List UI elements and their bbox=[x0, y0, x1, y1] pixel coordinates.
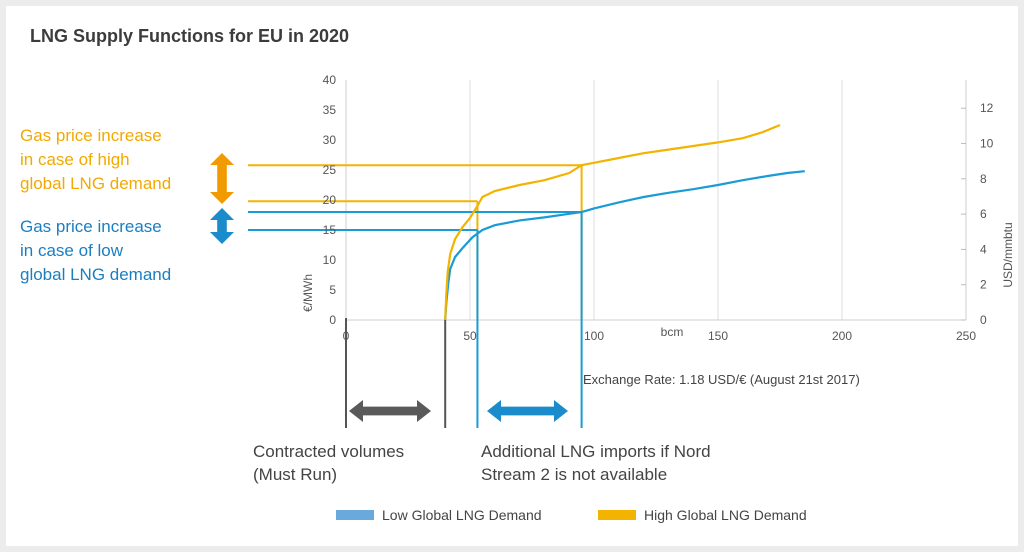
y-tick-label: 10 bbox=[323, 253, 337, 267]
y-tick-label: 5 bbox=[329, 283, 336, 297]
low-note-line-3: global LNG demand bbox=[20, 265, 172, 284]
y2-tick-label: 0 bbox=[980, 313, 987, 327]
reference-lines bbox=[248, 164, 583, 428]
y-tick-label: 0 bbox=[329, 313, 336, 327]
high-note-line-2: in case of high bbox=[20, 150, 130, 169]
series-line-low bbox=[444, 170, 805, 321]
high-note-line-1: Gas price increase bbox=[20, 126, 162, 145]
x-tick-label: 250 bbox=[956, 329, 976, 343]
additional-line-2: Stream 2 is not available bbox=[481, 465, 668, 484]
y2-tick-label: 8 bbox=[980, 172, 987, 186]
legend-label-high: High Global LNG Demand bbox=[644, 507, 807, 523]
low-note-line-1: Gas price increase bbox=[20, 217, 162, 236]
x-axis-title: bcm bbox=[661, 325, 684, 339]
y-tick-label: 15 bbox=[323, 223, 337, 237]
y-tick-label: 30 bbox=[323, 133, 337, 147]
legend-label-low: Low Global LNG Demand bbox=[382, 507, 542, 523]
legend-item-high: High Global LNG Demand bbox=[598, 507, 807, 523]
high-demand-side-note: Gas price increase in case of high globa… bbox=[20, 124, 171, 196]
y-tick-label: 40 bbox=[323, 73, 337, 87]
high-price-increase-arrow bbox=[210, 153, 234, 204]
y2-tick-label: 10 bbox=[980, 137, 994, 151]
low-note-line-2: in case of low bbox=[20, 241, 123, 260]
legend-item-low: Low Global LNG Demand bbox=[336, 507, 542, 523]
additional-imports-arrow bbox=[487, 400, 568, 422]
y2-tick-label: 12 bbox=[980, 101, 994, 115]
legend-swatch-low bbox=[336, 510, 374, 520]
additional-line-1: Additional LNG imports if Nord bbox=[481, 442, 711, 461]
x-tick-label: 50 bbox=[463, 329, 477, 343]
exchange-rate-note: Exchange Rate: 1.18 USD/€ (August 21st 2… bbox=[583, 372, 860, 387]
series-lines bbox=[444, 123, 805, 321]
x-tick-label: 100 bbox=[584, 329, 604, 343]
x-tick-label: 200 bbox=[832, 329, 852, 343]
y-tick-label: 35 bbox=[323, 103, 337, 117]
y-tick-label: 25 bbox=[323, 163, 337, 177]
low-demand-side-note: Gas price increase in case of low global… bbox=[20, 215, 171, 287]
x-tick-label: 0 bbox=[343, 329, 350, 343]
contracted-volumes-arrow bbox=[349, 400, 431, 422]
low-price-increase-arrow bbox=[210, 208, 234, 244]
chart-title: LNG Supply Functions for EU in 2020 bbox=[30, 26, 350, 46]
legend-swatch-high bbox=[598, 510, 636, 520]
y2-axis-title: USD/mmbtu bbox=[1001, 222, 1015, 287]
contracted-line-1: Contracted volumes bbox=[253, 442, 405, 461]
y2-tick-label: 6 bbox=[980, 207, 987, 221]
y-axis-title: €/MWh bbox=[301, 274, 315, 312]
arrows bbox=[210, 153, 568, 422]
chart-panel bbox=[6, 6, 1018, 546]
axes bbox=[345, 80, 967, 321]
y2-tick-label: 4 bbox=[980, 242, 987, 256]
axis-labels: 0 50 100 150 200 250 0 5 10 15 20 25 30 35 40 0 2 4 6 8 10 12… bbox=[301, 73, 1015, 343]
grid-lines bbox=[469, 80, 967, 320]
additional-imports-note: Additional LNG imports if Nord Stream 2 … bbox=[481, 440, 711, 486]
x-tick-label: 150 bbox=[708, 329, 728, 343]
contracted-volumes-note: Contracted volumes (Must Run) bbox=[253, 440, 404, 486]
y2-tick-label: 2 bbox=[980, 278, 987, 292]
high-note-line-3: global LNG demand bbox=[20, 174, 172, 193]
series-line-high bbox=[444, 123, 781, 321]
contracted-line-2: (Must Run) bbox=[253, 465, 338, 484]
y-tick-label: 20 bbox=[323, 193, 337, 207]
